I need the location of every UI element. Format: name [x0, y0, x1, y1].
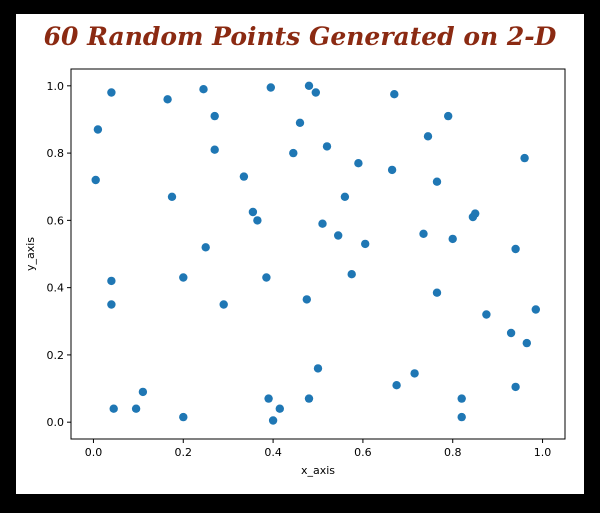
data-point [275, 404, 284, 413]
y-tick-label: 0.0 [47, 416, 65, 429]
data-point [109, 404, 118, 413]
x-tick-label: 0.2 [175, 446, 193, 459]
data-point [304, 394, 314, 403]
data-point [295, 118, 305, 128]
data-point [311, 88, 320, 97]
data-point [322, 142, 332, 151]
data-point [419, 229, 428, 238]
data-point [248, 207, 258, 217]
y-tick-label: 0.6 [47, 214, 65, 227]
plot-area-frame [70, 68, 566, 440]
data-point [266, 83, 275, 92]
data-point [262, 273, 271, 282]
data-point [131, 404, 141, 413]
data-point [167, 192, 177, 201]
points-layer [91, 81, 540, 425]
data-point [138, 387, 148, 397]
data-point [253, 216, 262, 225]
y-tick-label: 1.0 [47, 80, 65, 93]
data-point [522, 338, 531, 348]
data-point [340, 192, 350, 201]
x-axis-ticks: 0.0 0.2 0.4 0.6 0.8 1.0 [85, 439, 552, 459]
data-point [289, 148, 298, 158]
figure-panel: 60 Random Points Generated on 2-D 0.0 0.2… [16, 14, 584, 494]
scatter-plot: 0.0 0.2 0.4 0.6 0.8 1.0 0.0 0.2 0.4 0.6 0.8 1.0 x_… [24, 68, 566, 477]
data-point [392, 381, 401, 390]
data-point [387, 165, 397, 175]
data-point [107, 276, 116, 286]
data-point [199, 85, 208, 94]
data-point [334, 231, 343, 240]
x-tick-label: 0.4 [264, 446, 282, 459]
data-point [482, 310, 491, 319]
data-point [107, 300, 116, 309]
y-axis-label: y_axis [24, 237, 37, 271]
data-point [410, 369, 419, 378]
x-tick-label: 1.0 [534, 446, 552, 459]
data-point [313, 364, 323, 373]
data-point [201, 243, 210, 252]
data-point [361, 239, 370, 249]
data-point [179, 273, 188, 282]
chart-title: 60 Random Points Generated on 2-D [43, 22, 557, 51]
data-point [304, 81, 314, 91]
data-point [471, 209, 480, 218]
data-point [210, 111, 219, 121]
data-point [354, 159, 363, 168]
data-point [511, 244, 520, 254]
y-axis-ticks: 0.0 0.2 0.4 0.6 0.8 1.0 [47, 80, 71, 429]
data-point [531, 305, 540, 314]
x-tick-label: 0.8 [444, 446, 462, 459]
data-point [432, 177, 442, 186]
y-tick-label: 0.8 [47, 147, 65, 160]
data-point [506, 328, 516, 338]
data-point [239, 172, 249, 181]
x-axis-label: x_axis [301, 464, 335, 477]
data-point [457, 394, 466, 403]
data-point [444, 111, 453, 121]
data-point [179, 412, 188, 422]
data-point [318, 219, 327, 228]
data-point [423, 132, 433, 141]
data-point [390, 90, 399, 99]
data-point [107, 88, 116, 97]
data-point [448, 234, 457, 244]
data-point [511, 382, 520, 392]
x-tick-label: 0.6 [354, 446, 372, 459]
data-point [432, 288, 442, 297]
data-point [219, 300, 228, 309]
data-point [210, 145, 219, 154]
y-tick-label: 0.2 [47, 349, 65, 362]
data-point [268, 416, 278, 425]
data-point [457, 412, 466, 422]
x-tick-label: 0.0 [85, 446, 103, 459]
data-point [264, 394, 273, 403]
data-point [347, 270, 356, 279]
data-point [163, 95, 172, 104]
data-point [93, 125, 103, 134]
data-point [520, 153, 529, 163]
y-tick-label: 0.4 [47, 282, 65, 295]
data-point [91, 175, 100, 185]
data-point [302, 295, 311, 304]
